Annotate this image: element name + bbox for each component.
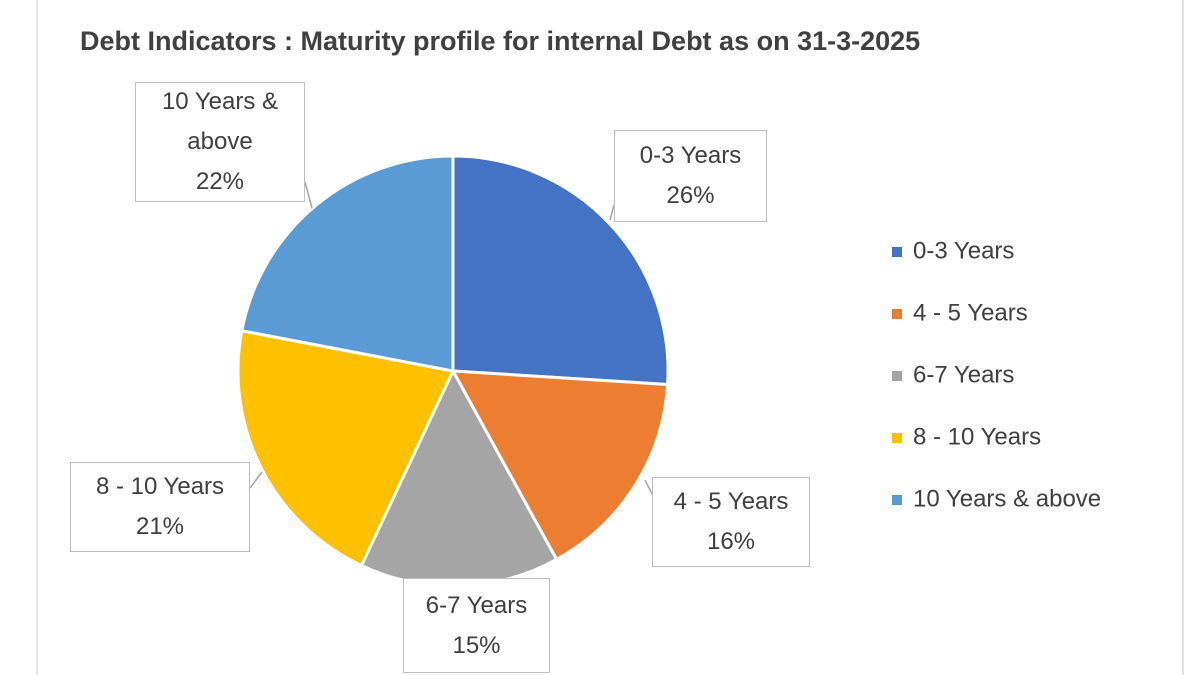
data-label-value: 21% — [135, 513, 185, 540]
data-label-value: 15% — [452, 631, 501, 659]
legend: 0-3 Years 4 - 5 Years 6-7 Years 8 - 10 Year… — [892, 237, 1101, 512]
data-label-value: 22% — [195, 168, 245, 195]
data-label-category: 0-3 Years — [639, 142, 742, 169]
leader-line — [304, 181, 313, 209]
data-label: 4 - 5 Years 16% — [652, 477, 810, 567]
legend-label: 6-7 Years — [913, 361, 1014, 388]
legend-label: 10 Years & above — [913, 485, 1101, 512]
pie-slice — [451, 154, 670, 387]
chart-title: Debt Indicators : Maturity profile for i… — [80, 26, 920, 56]
data-label-value: 16% — [706, 528, 756, 555]
legend-swatch — [892, 495, 902, 505]
data-label: 0-3 Years 26% — [614, 130, 767, 222]
legend-swatch — [892, 433, 902, 443]
legend-label: 4 - 5 Years — [913, 299, 1028, 326]
data-label-category: 10 Years & above — [161, 88, 279, 155]
legend-swatch — [892, 371, 902, 381]
leader-line — [609, 204, 615, 221]
pie-slice — [236, 328, 456, 568]
data-label: 6-7 Years 15% — [403, 578, 550, 673]
leader-line — [249, 471, 263, 489]
legend-label: 8 - 10 Years — [913, 423, 1041, 450]
leader-line — [644, 479, 653, 495]
pie — [236, 154, 670, 588]
legend-swatch — [892, 309, 902, 319]
legend-label: 0-3 Years — [913, 237, 1014, 264]
legend-swatch — [892, 247, 902, 257]
data-label-category: 8 - 10 Years — [95, 473, 225, 500]
leader-lines — [249, 181, 653, 495]
data-label-category: 4 - 5 Years — [673, 488, 789, 515]
pie-slice — [240, 154, 455, 373]
data-label-value: 26% — [666, 182, 715, 209]
data-label-category: 6-7 Years — [425, 591, 528, 619]
pie-slice — [450, 369, 670, 562]
data-label: 8 - 10 Years 21% — [70, 462, 250, 552]
data-label: 10 Years & above 22% — [135, 82, 305, 202]
